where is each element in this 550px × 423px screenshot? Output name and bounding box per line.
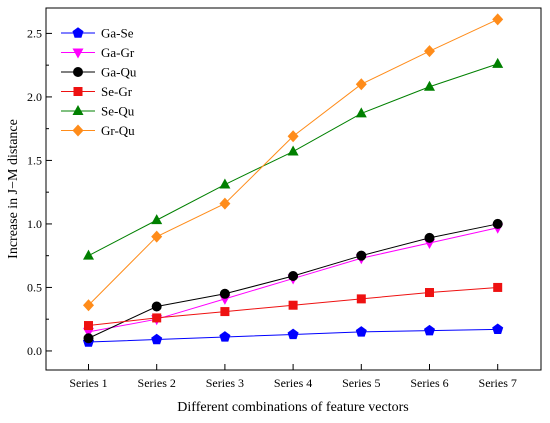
data-point-se-qu — [219, 178, 231, 189]
legend-item-se-qu: Se-Qu — [61, 104, 135, 119]
data-point-ga-se — [287, 328, 299, 340]
y-axis-title: Increase in J−M distance — [6, 119, 21, 259]
legend-label: Ga-Qu — [101, 65, 137, 80]
data-point-ga-se — [355, 326, 367, 337]
data-point-se-qu — [492, 57, 504, 68]
data-point-ga-qu — [83, 333, 94, 344]
data-point-ga-qu — [219, 288, 230, 299]
legend-item-se-gr: Se-Gr — [61, 84, 133, 99]
legend-item-ga-gr: Ga-Gr — [61, 45, 135, 60]
y-tick-label: 0.5 — [27, 280, 42, 294]
data-point-se-qu — [424, 80, 435, 91]
legend-marker — [72, 48, 84, 59]
data-point-gr-qu — [219, 197, 231, 210]
data-point-ga-qu — [288, 271, 299, 282]
data-point-ga-qu — [492, 218, 503, 229]
series-gr-qu — [83, 13, 504, 312]
data-point-ga-qu — [151, 301, 162, 312]
data-point-se-gr — [84, 321, 93, 331]
data-point-gr-qu — [355, 78, 367, 91]
x-tick-label: Series 3 — [206, 376, 244, 390]
legend-marker — [72, 105, 84, 115]
data-point-se-qu — [355, 107, 367, 118]
data-point-se-gr — [220, 307, 230, 317]
data-point-ga-gr — [83, 327, 94, 338]
data-point-se-qu — [83, 249, 94, 260]
data-point-se-gr — [425, 288, 434, 298]
data-point-ga-se — [492, 323, 504, 335]
x-tick-label: Series 2 — [138, 376, 176, 390]
series-se-qu — [83, 57, 504, 260]
x-tick-label: Series 1 — [69, 376, 107, 390]
legend-label: Ga-Gr — [101, 45, 135, 60]
data-point-ga-se — [151, 333, 163, 345]
data-point-se-qu — [151, 214, 163, 225]
data-point-se-gr — [493, 282, 503, 292]
x-tick-label: Series 5 — [342, 376, 380, 390]
legend-marker — [72, 124, 84, 137]
x-axis-title: Different combinations of feature vector… — [177, 400, 408, 415]
y-tick-label: 1.0 — [27, 217, 42, 231]
plot-frame — [45, 7, 542, 371]
data-point-gr-qu — [424, 45, 435, 58]
x-axis: Series 1 Series 2 Series 3 Series 4 Series 5… — [69, 364, 517, 390]
legend-marker — [72, 27, 84, 38]
series-se-gr — [84, 282, 503, 331]
legend-label: Ga-Se — [101, 26, 134, 41]
legend-label: Se-Qu — [101, 104, 135, 119]
data-point-ga-qu — [356, 250, 367, 261]
legend-item-gr-qu: Gr-Qu — [61, 123, 135, 138]
data-point-gr-qu — [83, 299, 94, 312]
y-axis: 0.0 0.5 1.0 1.5 2.0 2.5 — [27, 26, 52, 358]
data-point-se-gr — [356, 294, 366, 304]
data-point-se-qu — [287, 145, 299, 156]
data-point-se-gr — [152, 313, 162, 323]
x-tick-label: Series 7 — [479, 376, 517, 390]
data-point-se-gr — [288, 300, 298, 310]
y-tick-label: 2.5 — [27, 26, 42, 40]
legend-item-ga-qu: Ga-Qu — [61, 65, 137, 80]
x-tick-label: Series 4 — [274, 376, 312, 390]
series-ga-qu — [83, 218, 503, 344]
data-point-ga-qu — [424, 232, 435, 243]
y-tick-label: 2.0 — [27, 90, 42, 104]
legend-marker — [73, 67, 83, 77]
legend-marker — [73, 87, 83, 96]
data-point-gr-qu — [151, 230, 163, 243]
data-point-ga-se — [423, 324, 436, 336]
legend-label: Se-Gr — [101, 84, 133, 99]
y-tick-label: 0.0 — [27, 344, 42, 358]
data-point-ga-se — [219, 331, 231, 342]
legend-item-ga-se: Ga-Se — [61, 26, 134, 41]
data-point-gr-qu — [492, 13, 504, 26]
x-tick-label: Series 6 — [410, 376, 448, 390]
data-point-gr-qu — [287, 130, 299, 143]
series-layer — [82, 13, 504, 347]
legend: Ga-Se Ga-Gr Ga-Qu Se-Gr Se-Qu Gr-Qu — [61, 26, 137, 138]
legend-label: Gr-Qu — [101, 123, 135, 138]
y-tick-label: 1.5 — [27, 153, 42, 167]
